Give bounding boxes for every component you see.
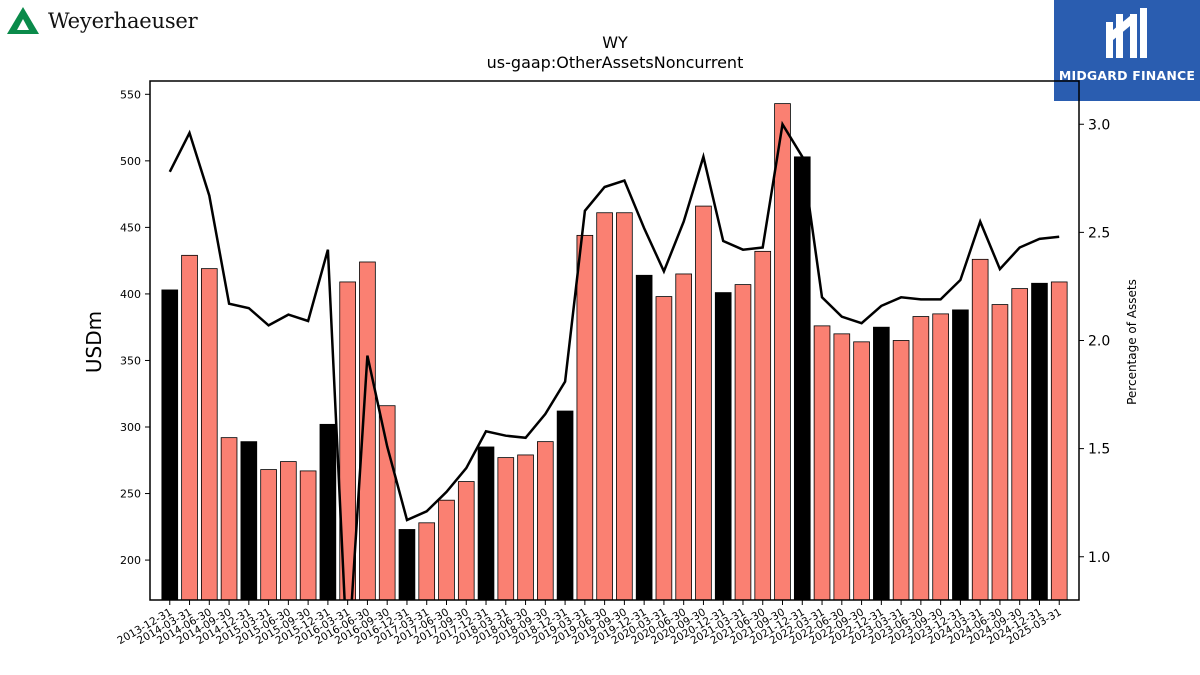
bar-2015-06-30 [280, 461, 297, 601]
bar-2022-03-31 [813, 325, 831, 601]
bar-2015-03-31 [260, 469, 277, 601]
bar-2023-09-30 [932, 313, 949, 601]
bar-2025-03-31 [1050, 281, 1068, 601]
bar-2018-09-30 [537, 441, 554, 601]
y-right-tick-label: 3.0 [1088, 117, 1110, 133]
bar-2017-03-31 [418, 522, 436, 601]
bar-2023-06-30 [912, 316, 930, 601]
series-line [168, 120, 1060, 600]
bar-2024-03-31 [971, 258, 989, 601]
company-name: Weyerhaeuser [48, 9, 198, 33]
bar-2013-12-31 [161, 289, 179, 601]
bar-2022-09-30 [853, 341, 870, 601]
bar-2016-09-30 [378, 405, 396, 601]
bar-2023-12-31 [952, 309, 969, 601]
bar-2018-06-30 [517, 454, 534, 601]
bar-2020-06-30 [675, 273, 692, 601]
bar-2015-09-30 [299, 470, 317, 601]
bar-2020-03-31 [655, 296, 673, 601]
bar-2019-12-31 [635, 274, 653, 601]
midgard-m-icon [1106, 8, 1147, 58]
bar-2022-12-31 [873, 326, 890, 601]
bar-2024-09-30 [1011, 288, 1029, 601]
chart-title: WY [602, 33, 628, 52]
axes-layer: 2002503003504004505005501.01.52.02.53.02… [115, 80, 1110, 647]
bar-2015-12-31 [319, 423, 337, 601]
bar-2019-06-30 [596, 212, 613, 601]
bar-2014-03-31 [181, 254, 198, 601]
y-right-tick-label: 1.0 [1088, 550, 1110, 566]
y-right-tick-label: 2.0 [1088, 334, 1110, 350]
line-layer [168, 120, 1060, 600]
bar-2023-03-31 [892, 340, 910, 601]
bar-2017-12-31 [477, 446, 495, 601]
bar-2021-03-31 [734, 284, 752, 601]
bar-2021-06-30 [754, 250, 772, 601]
y-tick-label: 350 [120, 354, 141, 367]
bar-2021-09-30 [774, 103, 791, 601]
chart-subtitle: us-gaap:OtherAssetsNoncurrent [487, 53, 744, 72]
weyerhaeuser-triangle-icon [7, 7, 39, 34]
y-tick-label: 200 [120, 554, 141, 567]
bar-2018-12-31 [556, 410, 574, 601]
bar-2024-12-31 [1031, 282, 1048, 601]
bar-2022-06-30 [833, 333, 851, 601]
watermark-brand: MIDGARD FINANCE [1058, 68, 1196, 83]
bar-2020-09-30 [695, 205, 712, 601]
y-axis-right-label: Percentage of Assets [1125, 279, 1139, 405]
y-axis-label: USDm [82, 311, 106, 373]
y-right-tick-label: 1.5 [1088, 442, 1110, 458]
y-tick-label: 500 [120, 155, 141, 168]
y-tick-label: 550 [120, 88, 141, 101]
bar-2020-12-31 [714, 292, 732, 601]
y-right-tick-label: 2.5 [1088, 225, 1110, 241]
bars-layer [161, 103, 1068, 601]
bar-2019-03-31 [576, 234, 594, 601]
bar-2024-06-30 [991, 304, 1009, 601]
bar-2014-06-30 [200, 268, 218, 601]
y-tick-label: 400 [120, 288, 141, 301]
bar-2016-12-31 [398, 529, 416, 601]
bar-2014-12-31 [240, 441, 258, 601]
y-tick-label: 250 [120, 488, 141, 501]
bar-2018-03-31 [497, 457, 515, 601]
y-tick-label: 450 [120, 221, 141, 234]
bar-2019-09-30 [616, 212, 633, 601]
bar-2014-09-30 [220, 437, 238, 601]
bar-2017-06-30 [438, 499, 455, 601]
weyerhaeuser-logo: Weyerhaeuser [6, 6, 198, 36]
y-tick-label: 300 [120, 421, 141, 434]
bar-2017-09-30 [457, 481, 475, 601]
bar-2021-12-31 [793, 156, 811, 601]
